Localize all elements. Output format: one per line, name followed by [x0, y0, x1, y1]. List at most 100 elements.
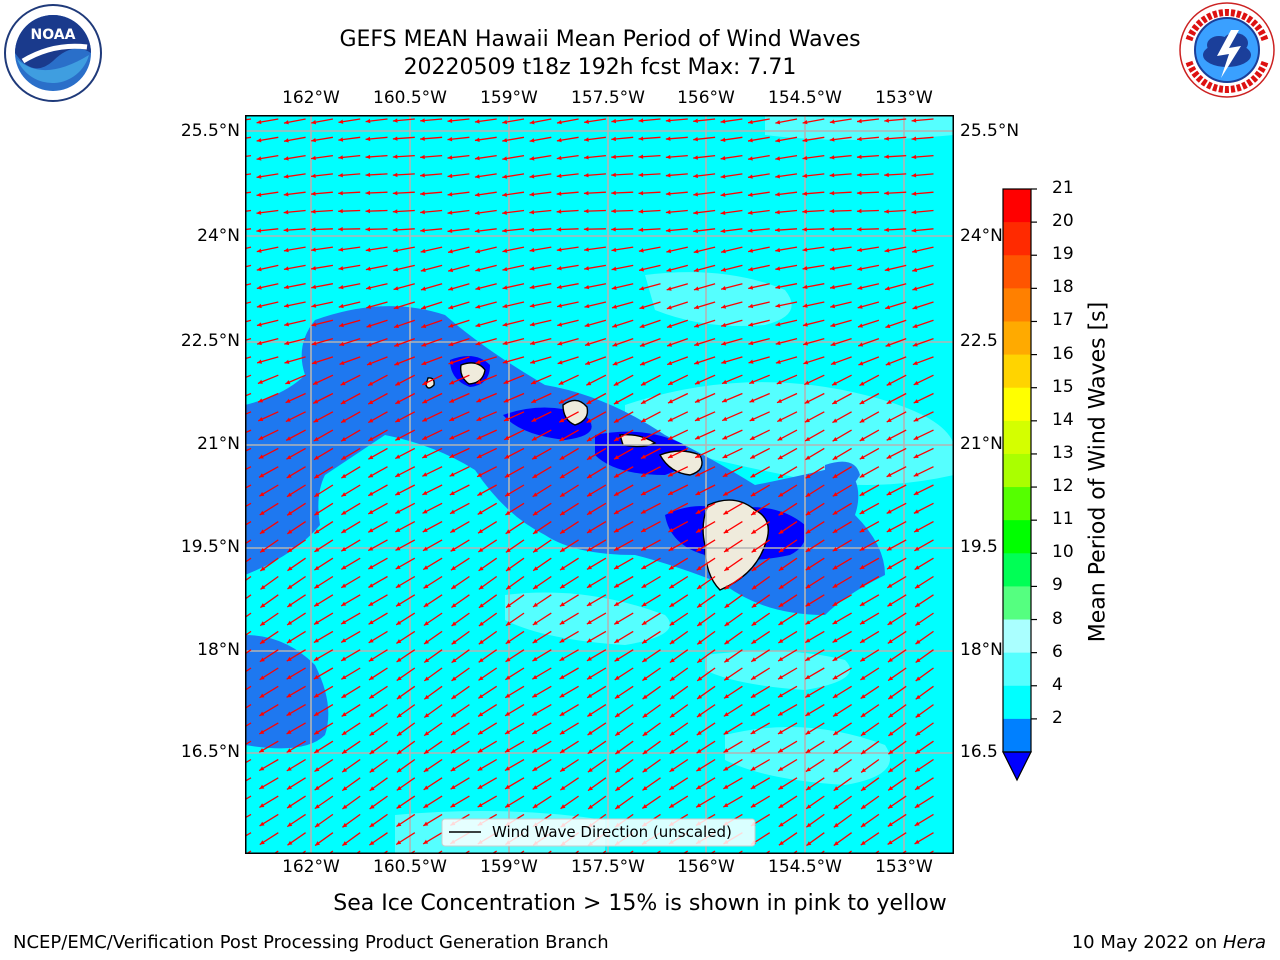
wave-arrow-head [805, 474, 811, 479]
wave-arrow-head [669, 621, 675, 626]
wave-arrow-head [477, 748, 483, 753]
wave-arrow-head [258, 454, 264, 459]
wave-arrow-head [312, 380, 318, 385]
wave-arrow-head [529, 210, 535, 215]
wave-arrow-head [339, 322, 344, 328]
wave-arrow-head [695, 435, 701, 440]
colorbar-tick-label: 19 [1052, 244, 1074, 265]
wave-arrow-head [559, 693, 565, 698]
wave-arrow-head [778, 840, 784, 846]
wave-arrow-head [751, 603, 757, 608]
wave-arrow-head [395, 583, 401, 588]
wave-arrow-head [802, 209, 807, 214]
wave-arrow-head [287, 547, 293, 553]
wave-arrow-head [750, 803, 756, 808]
colorbar-tick-label: 20 [1052, 211, 1074, 232]
wave-arrow-head [805, 730, 811, 735]
wave-arrow-head [666, 323, 672, 329]
wave-arrow-head [696, 528, 702, 533]
lat-tick-left: 19.5°N [180, 537, 240, 557]
wave-arrow-head [748, 285, 754, 290]
colorbar-tick-label: 10 [1052, 542, 1074, 563]
wave-arrow-head [287, 584, 293, 589]
wave-arrow-head [748, 156, 753, 161]
wave-arrow-head [913, 453, 919, 458]
wave-arrow-head [615, 768, 621, 773]
wave-arrow-head [505, 548, 511, 553]
wave-arrow-head [422, 509, 428, 514]
wave-arrow-head [724, 657, 730, 663]
wave-arrow-head [587, 730, 593, 736]
colorbar-cell [1003, 255, 1031, 289]
wave-arrow-head [751, 529, 757, 534]
wave-arrow-head [366, 304, 372, 309]
wave-arrow-head [667, 399, 673, 404]
wave-arrow-head [286, 473, 292, 478]
wave-arrow-head [424, 749, 429, 754]
wave-arrow-head [284, 359, 290, 364]
wave-arrow-head [475, 341, 481, 346]
wave-arrow-head [832, 492, 838, 497]
wave-arrow-shaft [245, 136, 252, 139]
wave-arrow-head [586, 455, 592, 460]
wave-arrow-head [611, 172, 616, 178]
wave-arrow-head [614, 694, 620, 699]
wave-arrow-head [611, 154, 616, 160]
colorbar-tick-label: 4 [1052, 674, 1063, 695]
wave-arrow-head [583, 208, 589, 214]
wave-arrow-head [530, 359, 536, 364]
wave-arrow-head [611, 118, 617, 124]
wave-arrow-head [338, 285, 344, 290]
wave-arrow-head [585, 360, 591, 365]
wave-arrow-head [475, 304, 481, 309]
wave-arrow-head [667, 417, 673, 422]
wave-arrow-head [338, 247, 344, 252]
wave-arrow-head [448, 323, 454, 328]
wave-arrow-head [697, 658, 703, 663]
wave-arrow-head [613, 399, 619, 405]
wave-arrow-head [829, 119, 835, 124]
wave-arrow-shaft [245, 777, 252, 783]
wave-arrow-head [365, 172, 371, 178]
colorbar-cells [1003, 189, 1031, 753]
wave-arrow-head [723, 510, 729, 515]
wave-arrow-head [750, 748, 756, 753]
wave-arrow-head [365, 118, 371, 124]
wave-arrow-head [583, 173, 589, 178]
wave-arrow-head [392, 227, 398, 232]
wave-arrow-head [859, 564, 865, 570]
lon-tick-top: 154.5°W [768, 88, 842, 108]
wave-arrow-head [338, 266, 344, 271]
wave-arrow-head [556, 191, 562, 196]
wave-arrow-head [531, 380, 537, 385]
lat-tick-left: 25.5°N [180, 121, 240, 141]
lon-tick-bottom: 157.5°W [571, 857, 645, 877]
wave-arrow-head [393, 305, 399, 310]
wave-arrow-head [447, 173, 453, 179]
wave-arrow-head [450, 547, 456, 552]
wave-arrow-head [639, 342, 645, 347]
wave-arrow-head [420, 136, 425, 141]
wave-arrow-head [884, 267, 890, 272]
colorbar-cell [1003, 354, 1031, 389]
wave-arrow-head [588, 786, 593, 791]
wave-arrow-head [886, 399, 892, 404]
wave-arrow-head [395, 472, 401, 477]
wave-arrow-head [420, 248, 426, 254]
wave-arrow-head [532, 803, 538, 809]
wave-arrow-shaft [245, 521, 252, 527]
wave-arrow-head [614, 473, 620, 478]
wave-arrow-head [286, 766, 292, 771]
wave-arrow-head [640, 436, 646, 441]
wave-arrow-head [749, 435, 755, 440]
wave-arrow-head [884, 154, 889, 159]
wave-arrow-head [559, 455, 565, 460]
wave-arrow-head [584, 341, 590, 347]
wave-arrow-head [802, 303, 808, 308]
wave-arrow-head [422, 380, 428, 385]
wave-arrow-head [392, 136, 398, 141]
wave-arrow-head [369, 804, 375, 809]
wave-arrow-head [310, 191, 316, 196]
wave-arrow-head [587, 528, 593, 533]
wave-arrow-head [697, 676, 703, 681]
